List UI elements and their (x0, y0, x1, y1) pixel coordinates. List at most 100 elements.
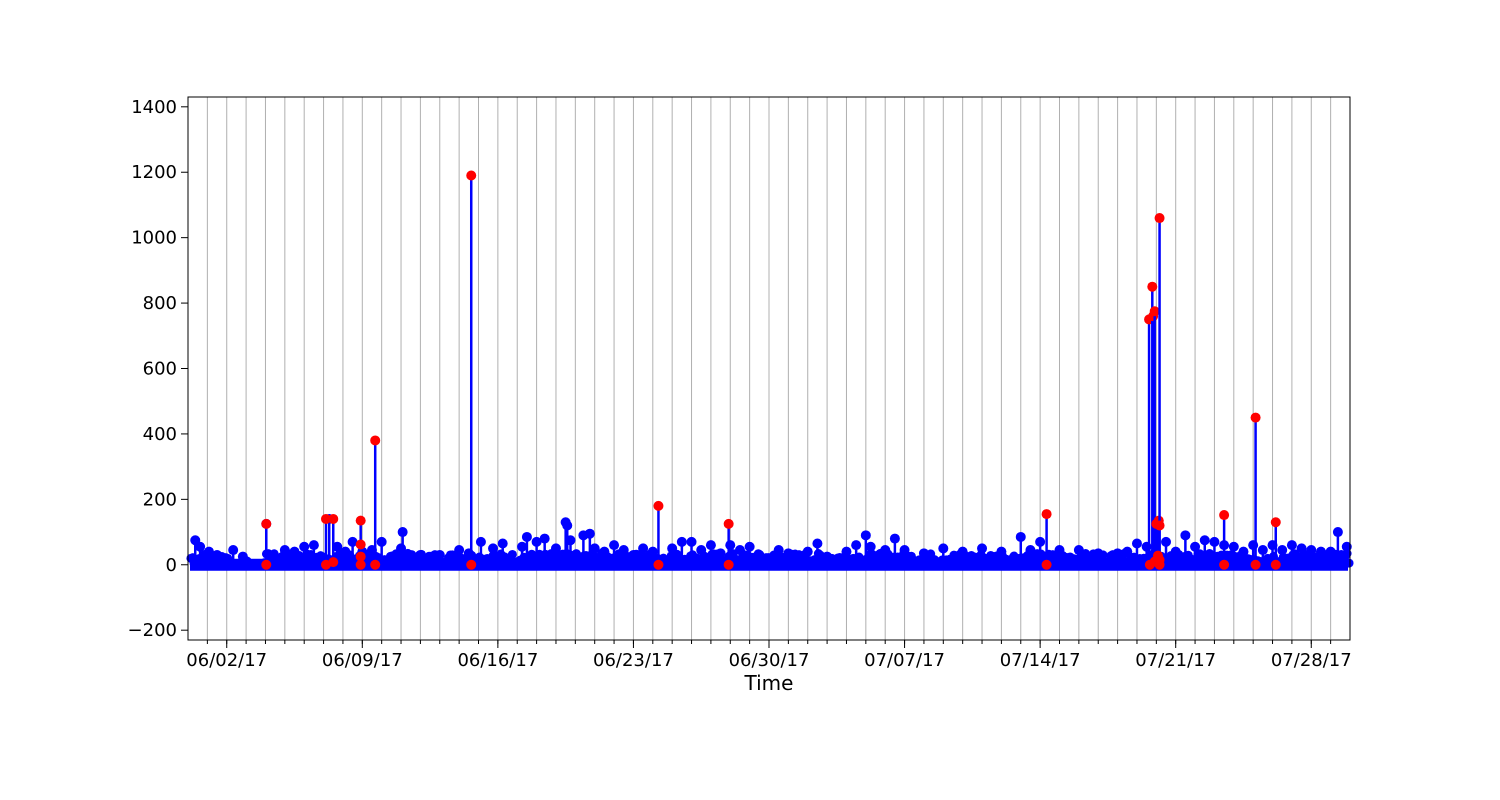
red-point (1041, 509, 1052, 520)
red-point (1149, 306, 1160, 317)
red-point (1219, 510, 1230, 521)
blue-point (332, 541, 343, 552)
red-point (328, 513, 339, 524)
red-point (1270, 559, 1281, 570)
blue-point (638, 543, 649, 554)
y-tick-label: 1200 (131, 162, 177, 183)
red-point (370, 435, 381, 446)
x-tick-label: 06/23/17 (593, 650, 674, 671)
blue-point (1238, 546, 1249, 557)
blue-point (865, 541, 876, 552)
blue-point (996, 546, 1007, 557)
blue-point (434, 549, 445, 560)
y-tick-label: 1000 (131, 228, 177, 249)
blue-point (454, 545, 465, 556)
blue-point (918, 548, 929, 559)
blue-point (1209, 536, 1220, 547)
blue-point (1257, 545, 1268, 556)
blue-point (299, 541, 310, 552)
blue-point (531, 536, 542, 547)
x-tick-label: 06/30/17 (729, 650, 810, 671)
blue-point (347, 536, 358, 547)
red-point (328, 557, 339, 568)
blue-point (1122, 546, 1133, 557)
blue-point (938, 543, 949, 554)
red-point (261, 518, 272, 529)
red-point (1270, 517, 1281, 528)
red-point (1219, 559, 1230, 570)
blue-point (415, 549, 426, 560)
blue-point (744, 541, 755, 552)
blue-point (1025, 545, 1036, 556)
blue-point (1190, 541, 1201, 552)
red-point (1250, 559, 1261, 570)
blue-point (241, 556, 252, 567)
blue-point (1277, 545, 1288, 556)
y-tick-label: 400 (143, 424, 177, 445)
red-point (355, 559, 366, 570)
red-point (653, 500, 664, 511)
blue-point (899, 545, 910, 556)
red-point (1041, 559, 1052, 570)
x-tick-label: 06/16/17 (457, 650, 538, 671)
blue-point (1112, 548, 1123, 559)
blue-series (190, 513, 1352, 567)
red-point (466, 170, 477, 181)
blue-point (376, 536, 387, 547)
blue-point (822, 551, 833, 562)
y-tick-label: 800 (143, 293, 177, 314)
blue-point (203, 546, 214, 557)
blue-point (396, 543, 407, 554)
blue-point (841, 546, 852, 557)
red-point (723, 518, 734, 529)
blue-point (860, 530, 871, 541)
red-point (1154, 213, 1165, 224)
blue-point (589, 543, 600, 554)
red-point (1147, 281, 1158, 292)
blue-point (676, 536, 687, 547)
blue-point (1073, 545, 1084, 556)
y-tick-label: −200 (128, 620, 177, 641)
y-tick-label: 0 (166, 555, 177, 576)
blue-point (851, 540, 862, 551)
red-point (261, 559, 272, 570)
blue-point (228, 545, 239, 556)
baseline-point (507, 549, 517, 559)
blue-point (1170, 546, 1181, 557)
blue-point (609, 540, 620, 551)
y-tick-label: 600 (143, 359, 177, 380)
x-tick-label: 06/02/17 (186, 650, 267, 671)
red-point (355, 515, 366, 526)
blue-point (618, 545, 629, 556)
baseline-point (225, 556, 235, 566)
blue-point (773, 545, 784, 556)
blue-point (734, 545, 745, 556)
blue-point (270, 553, 281, 564)
blue-point (517, 541, 528, 552)
blue-point (1325, 546, 1336, 557)
blue-point (475, 536, 486, 547)
blue-point (880, 545, 891, 556)
blue-point (1054, 545, 1065, 556)
red-point (723, 559, 734, 570)
blue-point (1341, 541, 1352, 552)
blue-point (279, 545, 290, 556)
blue-point (497, 538, 508, 549)
blue-point (1015, 531, 1026, 542)
red-point (355, 551, 366, 562)
blue-point (1199, 535, 1210, 546)
x-tick-label: 07/28/17 (1271, 650, 1352, 671)
x-tick-label: 07/21/17 (1135, 650, 1216, 671)
blue-point (340, 546, 351, 557)
blue-point (397, 527, 408, 538)
blue-point (488, 543, 499, 554)
red-point (466, 559, 477, 570)
red-point (1154, 559, 1165, 570)
red-series (261, 170, 1281, 570)
blue-point (812, 538, 823, 549)
y-tick-label: 1400 (131, 97, 177, 118)
blue-point (889, 533, 900, 544)
x-axis-ticks: 06/02/17 06/09/17 06/16/17 06/23/17 06/30/17… (186, 640, 1352, 671)
blue-point (539, 533, 550, 544)
